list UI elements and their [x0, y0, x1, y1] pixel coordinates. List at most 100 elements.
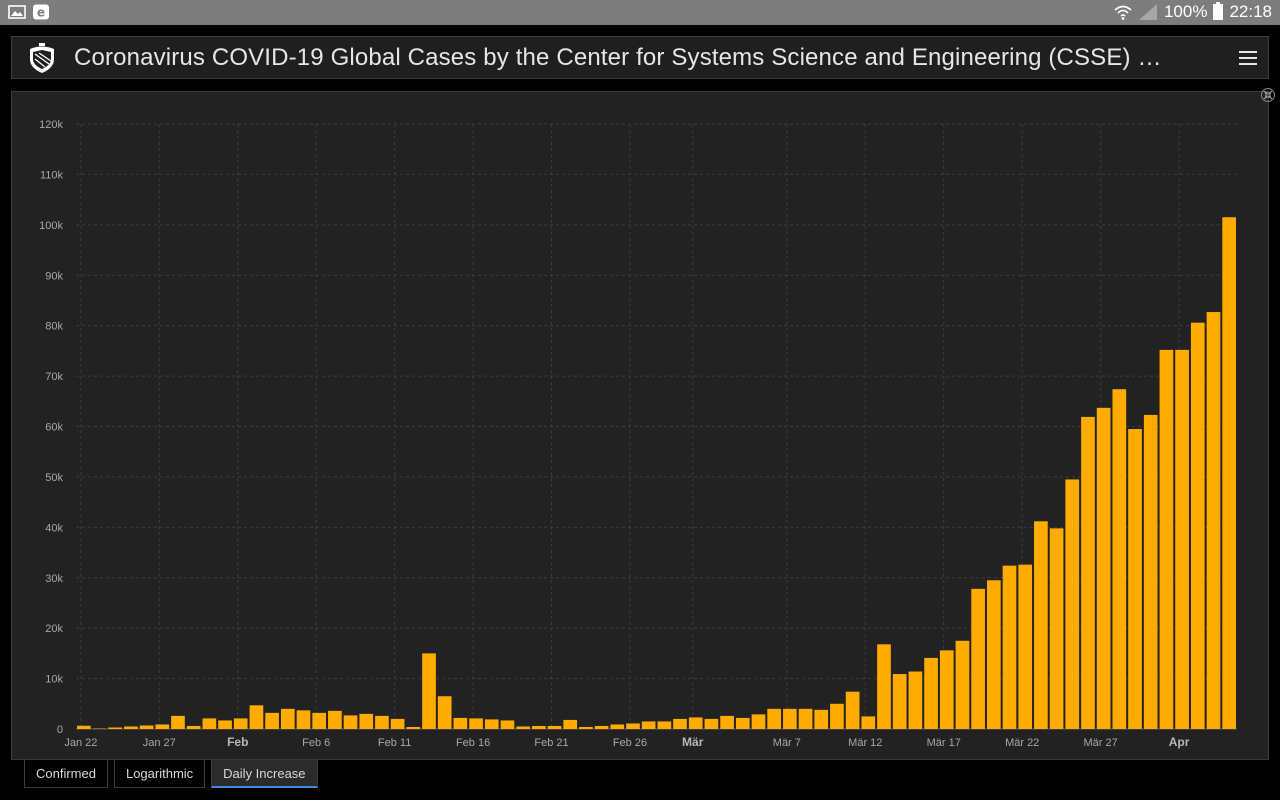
chart-tabs: Confirmed Logarithmic Daily Increase: [24, 759, 318, 788]
bar: [657, 721, 672, 729]
tab-confirmed[interactable]: Confirmed: [24, 759, 108, 788]
bar: [626, 723, 640, 729]
bar: [1206, 312, 1221, 729]
bar: [798, 708, 813, 729]
bar: [908, 671, 923, 729]
battery-icon: [1213, 2, 1224, 20]
bar: [735, 717, 750, 729]
bar: [830, 703, 844, 729]
bar: [390, 718, 405, 729]
bar: [469, 718, 483, 729]
bar: [328, 710, 342, 729]
x-tick-label: Mär 12: [848, 737, 882, 749]
bar: [312, 712, 327, 729]
bar: [563, 719, 578, 729]
y-tick-label: 120k: [39, 119, 63, 131]
y-tick-label: 0: [57, 724, 63, 736]
bar: [845, 691, 860, 729]
bar: [1049, 528, 1064, 729]
bar: [767, 708, 782, 729]
bar: [971, 588, 985, 729]
bar: [359, 713, 374, 729]
bar: [986, 580, 1001, 729]
x-tick-label: Feb 11: [378, 737, 411, 749]
x-tick-label: Feb 21: [534, 737, 568, 749]
bar: [1128, 429, 1142, 729]
tab-daily-increase[interactable]: Daily Increase: [211, 759, 318, 788]
bar: [406, 726, 421, 729]
bar: [688, 717, 703, 729]
x-tick-label: Feb 26: [613, 737, 647, 749]
bar: [1112, 389, 1127, 729]
chart-panel: 0 10k 20k 30k 40k 50k 60k 70k 80k 90k 100k 110k 120k…: [11, 91, 1269, 760]
x-axis: Jan 22 Jan 27 Feb Feb 6 Feb 11 Feb 16 Feb 21 Fe…: [64, 735, 1189, 749]
x-tick-label: Jan 27: [143, 737, 176, 749]
bar: [877, 644, 891, 729]
y-tick-label: 70k: [45, 371, 63, 383]
bar: [453, 717, 468, 729]
y-tick-label: 80k: [45, 321, 63, 333]
bar: [422, 653, 436, 729]
bar: [531, 725, 546, 729]
bar: [547, 725, 562, 729]
bars: [77, 217, 1236, 729]
bar: [783, 708, 797, 729]
bar: [1190, 322, 1205, 729]
bar: [343, 715, 358, 729]
x-tick-label: Jan 22: [64, 737, 97, 749]
bar: [1081, 416, 1095, 729]
x-tick-label: Mär 27: [1084, 737, 1118, 749]
x-tick-label: Feb: [227, 735, 248, 749]
signal-icon: [1138, 4, 1157, 20]
bar: [892, 674, 907, 729]
app-header: Coronavirus COVID-19 Global Cases by the…: [11, 36, 1269, 79]
bar: [218, 720, 232, 729]
bar: [641, 721, 656, 729]
x-tick-label: Mär 22: [1005, 737, 1039, 749]
bar: [249, 705, 264, 729]
bar: [296, 710, 311, 729]
bar: [1018, 564, 1033, 729]
bar: [280, 708, 295, 729]
bar: [1159, 349, 1174, 729]
bar: [516, 726, 530, 729]
clock: 22:18: [1229, 2, 1272, 21]
y-tick-label: 50k: [45, 472, 63, 484]
wifi-icon: [1114, 5, 1132, 20]
x-tick-label: Mär 7: [773, 737, 801, 749]
bar: [673, 718, 687, 729]
y-tick-label: 100k: [39, 220, 63, 232]
x-tick-label: Mär: [682, 735, 704, 749]
bar: [375, 715, 389, 729]
x-tick-label: Mär 17: [927, 737, 961, 749]
svg-text:e: e: [37, 6, 45, 20]
x-tick-label: Feb 16: [456, 737, 490, 749]
bar: [1002, 565, 1017, 729]
collapse-icon[interactable]: [1261, 88, 1275, 102]
bar: [1143, 414, 1158, 729]
bar: [233, 718, 248, 729]
gallery-icon: [8, 5, 26, 19]
y-tick-label: 110k: [40, 169, 64, 181]
bar: [500, 720, 515, 729]
bar: [955, 640, 970, 729]
bar: [108, 727, 123, 729]
bar: [1034, 521, 1048, 729]
y-tick-label: 40k: [45, 522, 63, 534]
y-axis: 0 10k 20k 30k 40k 50k 60k 70k 80k 90k 100k 110k 120k: [39, 119, 63, 736]
tab-logarithmic[interactable]: Logarithmic: [113, 759, 206, 788]
y-tick-label: 60k: [45, 422, 63, 434]
bar: [1065, 479, 1080, 729]
battery-percent: 100%: [1163, 2, 1208, 21]
page-title: Coronavirus COVID-19 Global Cases by the…: [74, 44, 1162, 71]
bar: [704, 718, 719, 729]
bar: [814, 709, 829, 729]
x-tick-label: Apr: [1169, 735, 1190, 749]
bar: [484, 719, 499, 729]
hamburger-menu-icon[interactable]: [1238, 48, 1258, 68]
bar: [1096, 407, 1111, 729]
bar: [77, 725, 91, 729]
bar: [1222, 217, 1236, 729]
browser-icon: e: [33, 4, 49, 20]
x-tick-label: Feb 6: [302, 737, 330, 749]
